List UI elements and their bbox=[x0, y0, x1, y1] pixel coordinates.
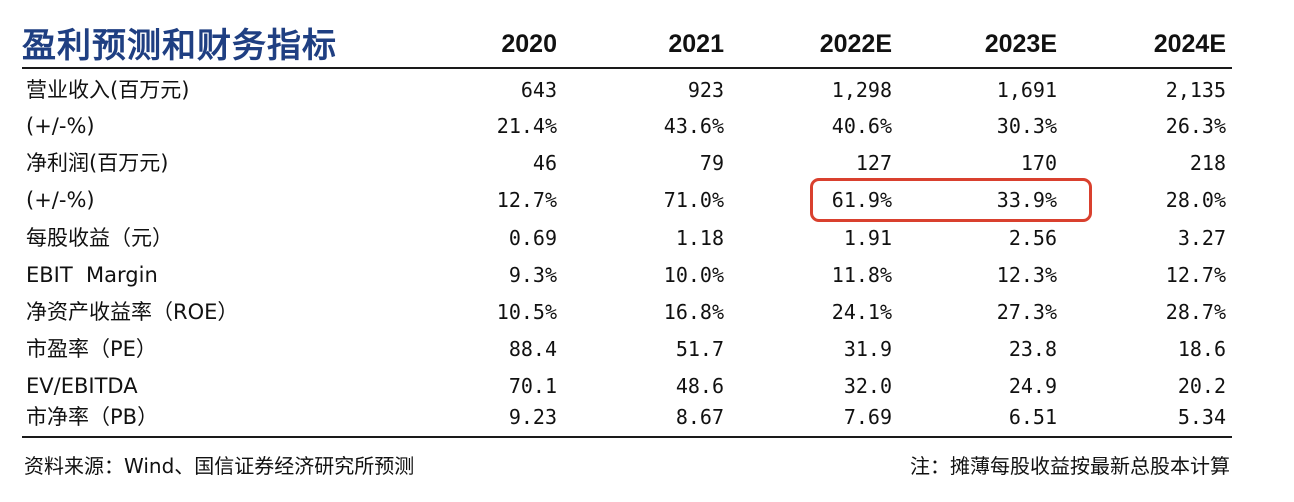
table-cell: 643 bbox=[520, 78, 557, 102]
table-cell: 71.0% bbox=[663, 188, 724, 212]
table-cell: 20.2 bbox=[1177, 374, 1226, 398]
table-row-revenue-growth: (+/-%) 21.4% 43.6% 40.6% 30.3% 26.3% bbox=[22, 108, 1232, 144]
table-cell: 30.3% bbox=[996, 114, 1057, 138]
table-cell: 31.9 bbox=[843, 337, 892, 361]
table-cell: 9.3% bbox=[508, 263, 557, 287]
table-cell: 32.0 bbox=[843, 374, 892, 398]
table-cell: 79 bbox=[699, 151, 724, 175]
table-cell: 70.1 bbox=[508, 374, 557, 398]
row-label: EBIT Margin bbox=[26, 263, 158, 287]
table-cell: 7.69 bbox=[843, 405, 892, 429]
table-cell: 127 bbox=[855, 151, 892, 175]
table-row-roe: 净资产收益率（ROE） 10.5% 16.8% 24.1% 27.3% 28.7… bbox=[22, 294, 1232, 330]
row-label: 市净率（PB） bbox=[26, 405, 159, 429]
table-cell: 24.1% bbox=[831, 300, 892, 324]
row-label: 净利润(百万元) bbox=[26, 151, 169, 175]
row-label: 净资产收益率（ROE） bbox=[26, 300, 239, 324]
table-cell: 27.3% bbox=[996, 300, 1057, 324]
table-cell: 12.7% bbox=[496, 188, 557, 212]
column-header-2020: 2020 bbox=[501, 30, 557, 58]
table-cell: 0.69 bbox=[508, 226, 557, 250]
table-cell: 6.51 bbox=[1008, 405, 1057, 429]
table-cell: 40.6% bbox=[831, 114, 892, 138]
table-row-revenue: 营业收入(百万元) 643 923 1,298 1,691 2,135 bbox=[22, 72, 1232, 108]
table-cell: 28.0% bbox=[1165, 188, 1226, 212]
table-cell: 88.4 bbox=[508, 337, 557, 361]
row-label: (+/-%) bbox=[26, 188, 95, 212]
source-note: 资料来源：Wind、国信证券经济研究所预测 bbox=[24, 454, 415, 478]
top-divider bbox=[22, 67, 1232, 69]
table-cell: 923 bbox=[687, 78, 724, 102]
table-cell: 1,691 bbox=[996, 78, 1057, 102]
row-label: 市盈率（PE） bbox=[26, 337, 157, 361]
table-cell: 23.8 bbox=[1008, 337, 1057, 361]
table-cell: 16.8% bbox=[663, 300, 724, 324]
table-row-ebit-margin: EBIT Margin 9.3% 10.0% 11.8% 12.3% 12.7% bbox=[22, 257, 1232, 293]
table-cell: 11.8% bbox=[831, 263, 892, 287]
table-cell: 1.18 bbox=[675, 226, 724, 250]
table-cell: 61.9% bbox=[831, 188, 892, 212]
table-row-pe: 市盈率（PE） 88.4 51.7 31.9 23.8 18.6 bbox=[22, 331, 1232, 367]
table-cell: 28.7% bbox=[1165, 300, 1226, 324]
table-cell: 218 bbox=[1189, 151, 1226, 175]
bottom-divider bbox=[22, 436, 1232, 438]
table-row-ev-ebitda: EV/EBITDA 70.1 48.6 32.0 24.9 20.2 bbox=[22, 368, 1232, 404]
table-row-net-profit-growth: (+/-%) 12.7% 71.0% 61.9% 33.9% 28.0% bbox=[22, 182, 1232, 218]
footnote: 注：摊薄每股收益按最新总股本计算 bbox=[910, 454, 1230, 478]
table-cell: 21.4% bbox=[496, 114, 557, 138]
table-cell: 2,135 bbox=[1165, 78, 1226, 102]
table-cell: 10.5% bbox=[496, 300, 557, 324]
table-cell: 24.9 bbox=[1008, 374, 1057, 398]
table-cell: 12.7% bbox=[1165, 263, 1226, 287]
table-cell: 1.91 bbox=[843, 226, 892, 250]
table-cell: 18.6 bbox=[1177, 337, 1226, 361]
table-cell: 46 bbox=[532, 151, 557, 175]
table-row-net-profit: 净利润(百万元) 46 79 127 170 218 bbox=[22, 145, 1232, 181]
column-header-2022e: 2022E bbox=[819, 30, 892, 58]
table-cell: 26.3% bbox=[1165, 114, 1226, 138]
table-cell: 1,298 bbox=[831, 78, 892, 102]
column-header-2024e: 2024E bbox=[1153, 30, 1226, 58]
table-row-eps: 每股收益（元） 0.69 1.18 1.91 2.56 3.27 bbox=[22, 220, 1232, 256]
highlight-box bbox=[810, 178, 1092, 222]
table-header: 盈利预测和财务指标 2020 2021 2022E 2023E 2024E bbox=[22, 16, 1232, 68]
row-label: 每股收益（元） bbox=[26, 226, 173, 250]
table-cell: 48.6 bbox=[675, 374, 724, 398]
table-cell: 9.23 bbox=[508, 405, 557, 429]
table-title: 盈利预测和财务指标 bbox=[22, 26, 337, 66]
table-cell: 5.34 bbox=[1177, 405, 1226, 429]
table-cell: 170 bbox=[1020, 151, 1057, 175]
table-cell: 33.9% bbox=[996, 188, 1057, 212]
table-cell: 2.56 bbox=[1008, 226, 1057, 250]
table-cell: 10.0% bbox=[663, 263, 724, 287]
table-cell: 3.27 bbox=[1177, 226, 1226, 250]
row-label: (+/-%) bbox=[26, 114, 95, 138]
table-cell: 51.7 bbox=[675, 337, 724, 361]
column-header-2023e: 2023E bbox=[984, 30, 1057, 58]
row-label: 营业收入(百万元) bbox=[26, 78, 190, 102]
row-label: EV/EBITDA bbox=[26, 374, 138, 398]
column-header-2021: 2021 bbox=[668, 30, 724, 58]
table-cell: 8.67 bbox=[675, 405, 724, 429]
table-row-pb: 市净率（PB） 9.23 8.67 7.69 6.51 5.34 bbox=[22, 399, 1232, 435]
table-cell: 43.6% bbox=[663, 114, 724, 138]
table-cell: 12.3% bbox=[996, 263, 1057, 287]
